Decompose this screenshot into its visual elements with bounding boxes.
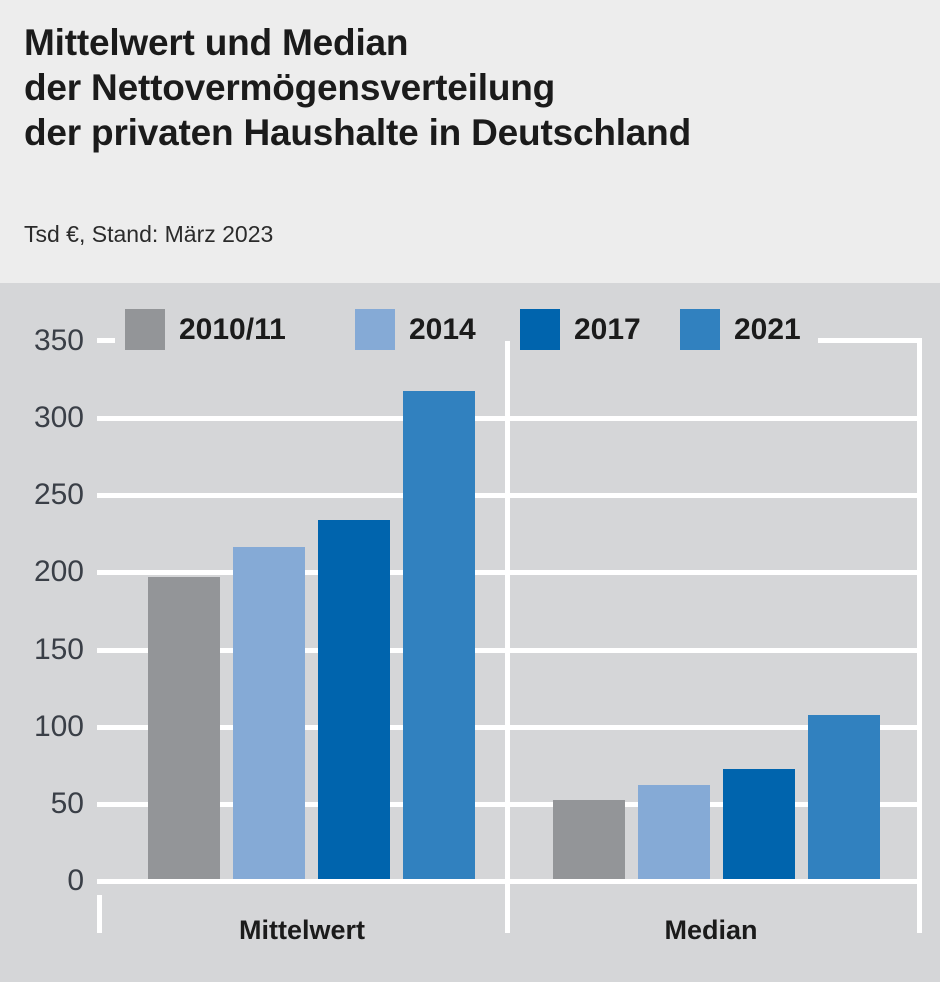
bar-median-2010-11[interactable]	[553, 800, 625, 879]
legend-label-2014: 2014	[409, 312, 476, 346]
chart-legend: 2010/11 2014 2017 2021	[0, 283, 940, 350]
y-axis-label-250: 250	[33, 478, 84, 512]
legend-rule	[818, 338, 922, 343]
category-label-median: Median	[664, 915, 758, 945]
group-separator-1	[917, 341, 922, 895]
legend-item-2021[interactable]: 2021	[680, 309, 801, 350]
axis-tick-350	[97, 338, 115, 343]
legend-swatch-2010-11	[125, 309, 165, 350]
legend-label-2017: 2017	[574, 312, 641, 346]
legend-item-2017[interactable]: 2017	[520, 309, 641, 350]
bar-median-2021[interactable]	[808, 715, 880, 879]
legend-item-2010-11[interactable]: 2010/11	[125, 309, 286, 350]
y-axis-label-50: 50	[50, 786, 84, 820]
y-axis-label-0: 0	[67, 864, 84, 897]
bars-layer	[0, 283, 940, 982]
legend-label-2021: 2021	[734, 312, 801, 346]
bar-mittelwert-2010-11[interactable]	[148, 576, 220, 879]
legend-swatch-2017	[520, 309, 560, 350]
category-tick-0	[97, 895, 102, 933]
legend-swatch-2021	[680, 309, 720, 350]
category-tick-1	[505, 895, 510, 933]
page-subtitle: Tsd €, Stand: März 2023	[24, 221, 274, 247]
category-label-mittelwert: Mittelwert	[238, 915, 366, 945]
plot-area: 0 50 100 150 200 250 300 350 Mittelwert Median	[0, 283, 940, 982]
y-axis-label-150: 150	[33, 632, 84, 666]
y-axis-label-300: 300	[33, 401, 84, 435]
y-axis-label-350: 350	[33, 324, 84, 357]
bar-median-2017[interactable]	[723, 769, 795, 879]
bar-median-2014[interactable]	[638, 784, 710, 879]
legend-item-2014[interactable]: 2014	[355, 309, 476, 350]
bar-mittelwert-2021[interactable]	[403, 391, 475, 879]
header: Mittelwert und Median der Nettovermögens…	[0, 0, 940, 283]
chart-panel: 0 50 100 150 200 250 300 350 Mittelwert Median 20…	[0, 283, 940, 982]
group-separator-0	[505, 341, 510, 895]
bar-mittelwert-2017[interactable]	[318, 519, 390, 879]
category-tick-2	[917, 895, 922, 933]
y-axis-label-200: 200	[33, 555, 84, 589]
legend-swatch-2014	[355, 309, 395, 350]
page-title: Mittelwert und Median der Nettovermögens…	[24, 22, 691, 154]
y-axis-label-100: 100	[33, 709, 84, 743]
bar-mittelwert-2014[interactable]	[233, 547, 305, 879]
legend-label-2010-11: 2010/11	[179, 312, 286, 346]
